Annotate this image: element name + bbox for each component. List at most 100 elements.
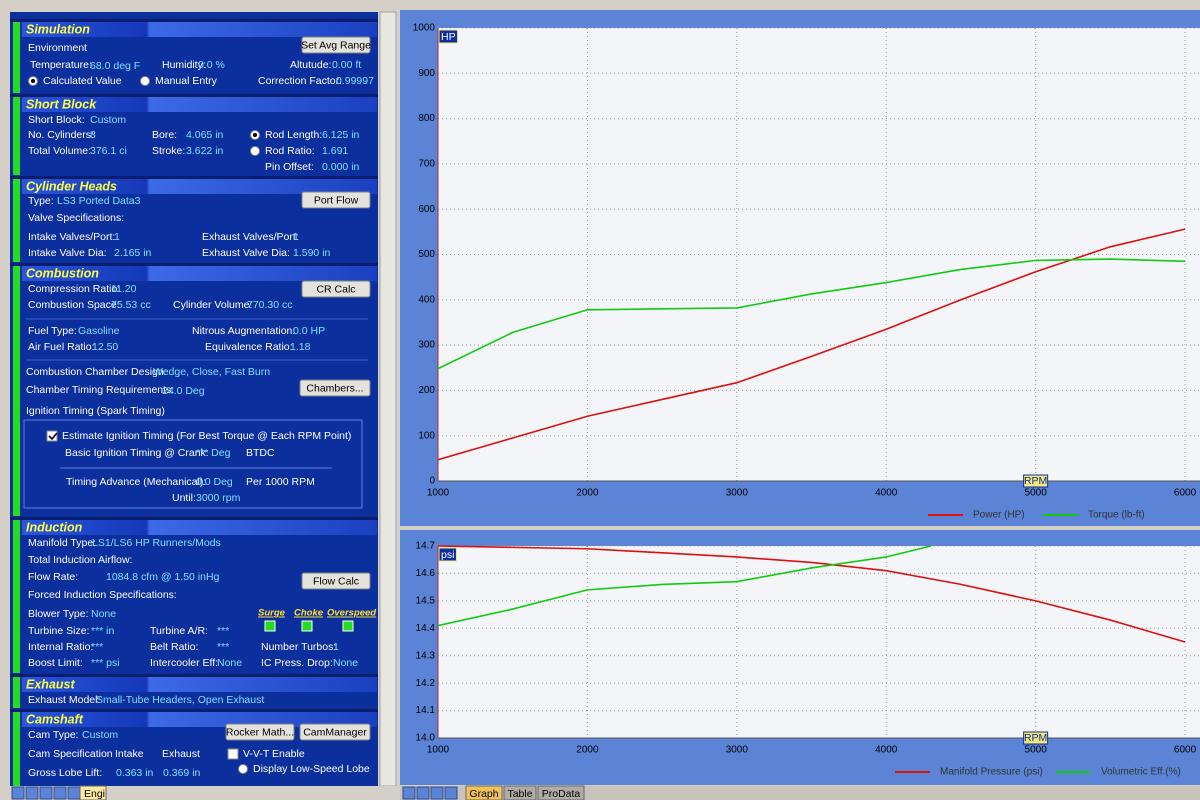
x-tick-label: 4000 [875, 745, 898, 756]
button-label[interactable]: Set Avg Range [301, 39, 371, 51]
field-label: Until: [172, 492, 196, 504]
radio[interactable] [250, 146, 260, 156]
button[interactable] [301, 572, 371, 590]
group-box [23, 419, 363, 509]
tab-label[interactable]: ProData [542, 788, 581, 800]
field-label: Boost Limit: [28, 657, 83, 669]
section-title: Simulation [26, 22, 90, 36]
field-label: Environment [28, 42, 87, 54]
field-label: Equivalence Ratio: [205, 341, 293, 353]
tab-label[interactable]: Graph [469, 788, 498, 800]
tab-bar [400, 786, 1200, 800]
x-tick-label: 3000 [726, 745, 749, 756]
button-label[interactable]: CR Calc [316, 283, 355, 295]
nav-button[interactable] [416, 786, 430, 800]
y-tick-label: 14.5 [416, 595, 436, 606]
field-value: 12.50 [92, 341, 118, 353]
tab[interactable] [79, 785, 107, 800]
plot-area [438, 546, 1200, 738]
field-label: Exhaust Model: [28, 694, 100, 706]
button[interactable] [299, 723, 371, 741]
button-label[interactable]: Flow Calc [313, 575, 359, 587]
field-label: Chamber Timing Requirements: [26, 384, 174, 396]
field-value: 1 [114, 231, 120, 243]
field-label: Forced Induction Specifications: [28, 589, 177, 601]
field-label: Timing Advance (Mechanical): [66, 476, 206, 488]
field-label: Basic Ignition Timing @ Crank: [65, 447, 209, 459]
nav-button[interactable] [25, 786, 39, 800]
nav-button[interactable] [39, 786, 53, 800]
button[interactable] [301, 191, 371, 209]
checkbox[interactable] [46, 430, 58, 442]
radio[interactable] [238, 764, 248, 774]
x-tick-label: 6000 [1174, 745, 1197, 756]
x-axis-label: RPM [1024, 732, 1047, 744]
field-label[interactable]: Manual Entry [155, 75, 218, 87]
y-tick-label: 14.1 [416, 705, 436, 716]
field-value: LS1/LS6 HP Runners/Mods [92, 537, 221, 549]
tab[interactable] [537, 785, 585, 800]
field-label: Intake [115, 748, 144, 760]
button[interactable] [225, 723, 295, 741]
nav-button[interactable] [67, 786, 81, 800]
y-tick-label: 900 [418, 68, 435, 79]
nav-button[interactable] [53, 786, 67, 800]
field-label[interactable]: Estimate Ignition Timing (For Best Torqu… [62, 430, 351, 442]
tab[interactable] [465, 785, 503, 800]
field-label: Valve Specifications: [28, 212, 124, 224]
section-strip [13, 179, 20, 262]
status-link[interactable]: Choke [294, 608, 324, 619]
tab[interactable] [503, 785, 537, 800]
field-value: Custom [82, 729, 118, 741]
setup-panel [10, 12, 378, 786]
field-value: LS3 Ported Data3 [57, 195, 141, 207]
field-label[interactable]: Rod Ratio: [265, 145, 315, 157]
field-label: Bore: [152, 129, 177, 141]
section-header [22, 677, 377, 692]
button-label[interactable]: Rocker Math... [226, 726, 294, 738]
field-value: 3.622 in [186, 145, 224, 157]
button[interactable] [299, 379, 371, 397]
field-value: 0.0 Deg [196, 476, 233, 488]
y-tick-label: 800 [418, 113, 435, 124]
status-light [301, 620, 313, 632]
button-label[interactable]: Chambers... [306, 382, 363, 394]
nav-button[interactable] [444, 786, 458, 800]
nav-button[interactable] [11, 786, 25, 800]
nav-button[interactable] [402, 786, 416, 800]
section-title: Cylinder Heads [26, 179, 117, 193]
y-axis-label: psi [441, 549, 454, 561]
y-tick-label: 300 [418, 340, 435, 351]
section-title: Short Block [26, 97, 97, 111]
section-strip [13, 22, 20, 93]
nav-button[interactable] [430, 786, 444, 800]
axis-tag [438, 547, 457, 562]
field-label: Cam Type: [28, 729, 79, 741]
field-value: 1.691 [322, 145, 348, 157]
field-value: Wedge, Close, Fast Burn [153, 366, 270, 378]
checkbox[interactable] [227, 748, 239, 760]
field-label[interactable]: Calculated Value [43, 75, 122, 87]
field-label: BTDC [246, 447, 275, 459]
button[interactable] [301, 36, 371, 54]
field-label: Intake Valve Dia: [28, 247, 107, 259]
data-line [438, 545, 932, 627]
section-divider [10, 517, 378, 520]
button[interactable] [301, 280, 371, 298]
field-label: Combustion Space: [28, 299, 120, 311]
field-label[interactable]: Display Low-Speed Lobe [253, 763, 370, 775]
tab-label[interactable]: Engi [84, 788, 105, 800]
field-label: Altutude: [290, 59, 331, 71]
axis-tag [438, 29, 459, 44]
status-link[interactable]: Surge [258, 608, 286, 619]
field-label[interactable]: Rod Length: [265, 129, 322, 141]
tab-label[interactable]: Table [507, 788, 532, 800]
field-label[interactable]: V-V-T Enable [243, 748, 305, 760]
button-label[interactable]: CamManager [303, 726, 367, 738]
scrollbar[interactable] [379, 11, 397, 787]
status-link[interactable]: Overspeed [327, 608, 376, 619]
field-label: Cam Specification [28, 748, 113, 760]
radio[interactable] [140, 76, 150, 86]
section-title: Camshaft [26, 712, 84, 726]
button-label[interactable]: Port Flow [314, 194, 359, 206]
